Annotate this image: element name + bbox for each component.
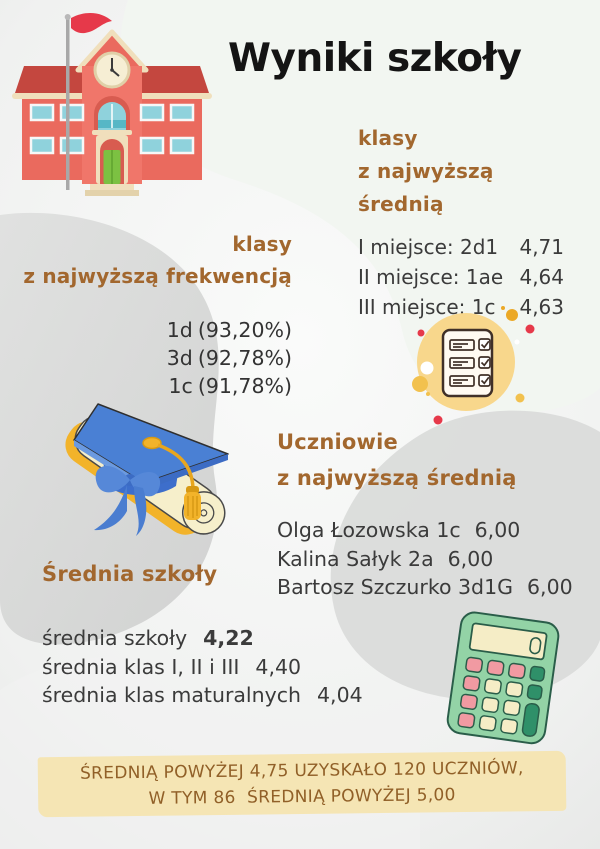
students-list: Olga Łozowska 1c 6,00 Kalina Sałyk 2a 6,00…	[277, 516, 587, 602]
section-attendance-classes: klasy z najwyższą frekwencją 1d (93,20%) …	[14, 228, 292, 400]
average-value: 4,22	[203, 626, 254, 650]
footer-banner: ŚREDNIĄ POWYŻEJ 4,75 UZYSKAŁO 120 UCZNIÓ…	[37, 750, 567, 818]
section-heading: Uczniowie z najwyższą średnią	[277, 424, 587, 496]
attendance-list: 1d (93,20%) 3d (92,78%) 1c (91,78%)	[14, 316, 292, 400]
average-label: średnia klas I, II i III	[42, 654, 240, 679]
footer-number: 5,00	[416, 785, 456, 806]
heading-line: klasy	[232, 232, 292, 256]
graduation-cap-icon	[30, 388, 255, 550]
list-item: Bartosz Szczurko 3d1G 6,00	[277, 573, 587, 602]
page-title: Wyniki szkoły	[228, 36, 522, 81]
footer-number: 4,75	[249, 760, 289, 782]
list-item: 1d (93,20%)	[14, 316, 292, 344]
class-label: 1c	[168, 374, 193, 398]
place-label: II miejsce: 1ae	[358, 265, 504, 289]
footer-number: 120	[392, 759, 427, 780]
class-value: (93,20%)	[197, 318, 292, 342]
place-label: I miejsce: 2d1	[358, 235, 499, 259]
place-value: 4,63	[519, 295, 564, 319]
student-average: 6,00	[474, 518, 521, 542]
list-item: średnia klas maturalnych 4,04	[42, 681, 363, 710]
footer-text: UCZNIÓW,	[426, 757, 524, 780]
class-label: 1d	[166, 318, 193, 342]
list-item: 3d (92,78%)	[14, 344, 292, 372]
checklist-icon	[398, 300, 538, 430]
footer-text: UZYSKAŁO	[288, 759, 394, 781]
list-item: 1c (91,78%)	[14, 372, 293, 400]
school-average-list: średnia szkoły 4,22 średnia klas I, II i …	[42, 624, 363, 710]
list-item: średnia klas I, II i III 4,40	[42, 653, 363, 682]
average-value: 4,04	[317, 683, 363, 707]
list-item: Olga Łozowska 1c 6,00	[277, 516, 587, 545]
student-average: 6,00	[447, 546, 494, 571]
footer-line: W TYM 86 ŚREDNIĄ POWYŻEJ 5,00	[148, 782, 456, 812]
section-top-average-classes: klasy z najwyższą średnią I miejsce: 2d1…	[358, 122, 564, 322]
student-average: 6,00	[527, 575, 573, 599]
footer-line: ŚREDNIĄ POWYŻEJ 4,75 UZYSKAŁO 120 UCZNIÓ…	[80, 755, 524, 787]
section-heading: klasy z najwyższą frekwencją	[14, 228, 292, 292]
heading-line: z najwyższą frekwencją	[23, 264, 292, 288]
heading-line: z najwyższą średnią	[358, 159, 494, 216]
student-name: Bartosz Szczurko 3d1G	[277, 575, 514, 599]
place-value: 4,71	[519, 235, 564, 259]
student-name: Olga Łozowska 1c	[277, 518, 461, 542]
footer-number: 86	[213, 787, 236, 809]
class-value: (92,78%)	[197, 346, 292, 370]
footer-text: W TYM	[148, 788, 214, 809]
section-heading-school-average: Średnia szkoły	[42, 562, 218, 586]
place-value: 4,64	[519, 265, 564, 289]
list-item: I miejsce: 2d1 4,71	[358, 232, 564, 262]
average-label: średnia szkoły	[42, 626, 188, 650]
class-value: (91,78%)	[197, 374, 292, 398]
school-building-icon	[8, 8, 216, 198]
section-top-students: Uczniowie z najwyższą średnią Olga Łozow…	[277, 424, 587, 602]
list-item: Kalina Sałyk 2a 6,00	[277, 545, 587, 574]
calculator-icon	[441, 605, 566, 751]
average-label: średnia klas maturalnych	[42, 683, 302, 707]
heading-line: Uczniowie	[277, 430, 398, 454]
heading-line: z najwyższą średnią	[277, 466, 517, 490]
class-label: 3d	[166, 346, 193, 370]
student-name: Kalina Sałyk 2a	[277, 546, 434, 571]
section-heading: klasy z najwyższą średnią	[358, 122, 564, 221]
list-item: II miejsce: 1ae 4,64	[358, 262, 564, 292]
footer-text: ŚREDNIĄ POWYŻEJ	[79, 761, 250, 784]
list-item: średnia szkoły 4,22	[42, 624, 363, 653]
average-value: 4,40	[255, 654, 302, 679]
heading-line: klasy	[358, 126, 418, 150]
footer-text: ŚREDNIĄ POWYŻEJ	[235, 785, 417, 808]
